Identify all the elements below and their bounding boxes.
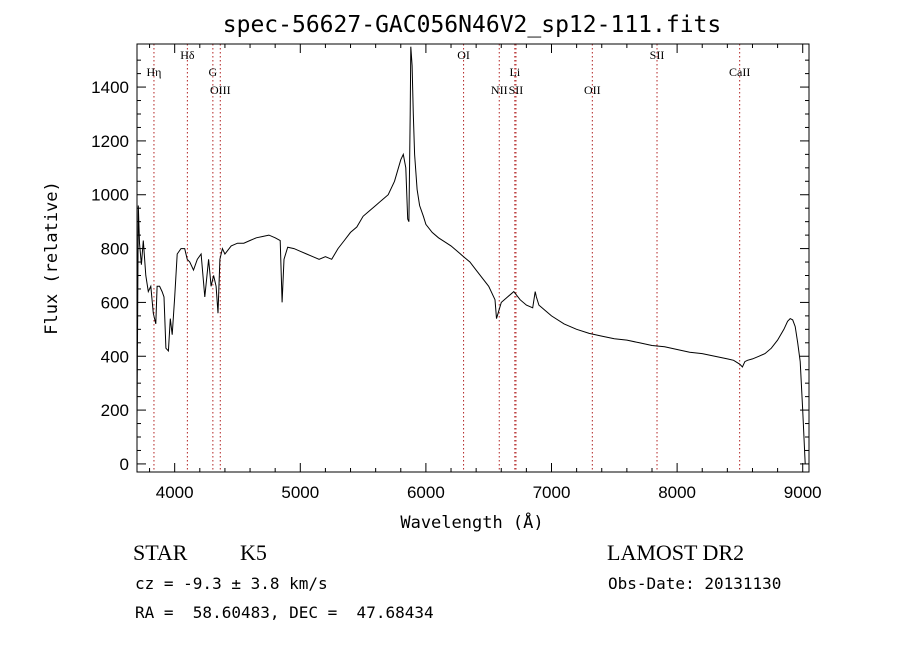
y-tick-label: 0	[120, 455, 129, 474]
redshift-cz: cz = -9.3 ± 3.8 km/s	[135, 574, 328, 593]
spectral-line-label: Hη	[146, 65, 161, 79]
y-tick-label: 1400	[91, 78, 129, 97]
spectral-line-label: NII	[491, 83, 508, 97]
x-tick-label: 9000	[784, 483, 822, 502]
x-tick-label: 7000	[533, 483, 571, 502]
plot-frame	[136, 43, 810, 473]
spectrum-plot	[136, 46, 806, 464]
y-tick-label: 1000	[91, 186, 129, 205]
y-tick-label: 1200	[91, 132, 129, 151]
y-tick-label: 600	[101, 293, 129, 312]
y-tick-label: 400	[101, 347, 129, 366]
y-tick-label: 800	[101, 240, 129, 259]
spectral-line-label: Li	[509, 65, 520, 79]
y-tick-label: 200	[101, 401, 129, 420]
spectral-line-label: Hδ	[180, 48, 195, 62]
x-tick-label: 8000	[658, 483, 696, 502]
coordinates: RA = 58.60483, DEC = 47.68434	[135, 603, 434, 622]
y-axis-label: Flux (relative)	[42, 181, 62, 335]
x-tick-label: 6000	[407, 483, 445, 502]
object-class: STAR	[133, 540, 188, 565]
chart-title: spec-56627-GAC056N46V2_sp12-111.fits	[223, 12, 722, 38]
spectral-line-label: OII	[584, 83, 601, 97]
spectral-line-label: SII	[650, 48, 665, 62]
spectral-line-label: CaII	[729, 65, 750, 79]
spectrum-series-line	[136, 46, 806, 464]
axes: 4000 5000 6000 7000 8000 9000 0 200 400 600 800 100…	[91, 44, 822, 502]
x-tick-label: 5000	[281, 483, 319, 502]
x-tick-label: 4000	[156, 483, 194, 502]
survey-name: LAMOST DR2	[607, 540, 745, 565]
spectral-line-label: OI	[457, 48, 470, 62]
spectral-line-label: G	[209, 65, 218, 79]
spectral-line-label: SII	[509, 83, 524, 97]
object-subclass: K5	[240, 540, 267, 565]
spectral-line-label: OIII	[210, 83, 231, 97]
obs-date: Obs-Date: 20131130	[608, 574, 782, 593]
x-axis-label: Wavelength (Å)	[400, 511, 543, 533]
